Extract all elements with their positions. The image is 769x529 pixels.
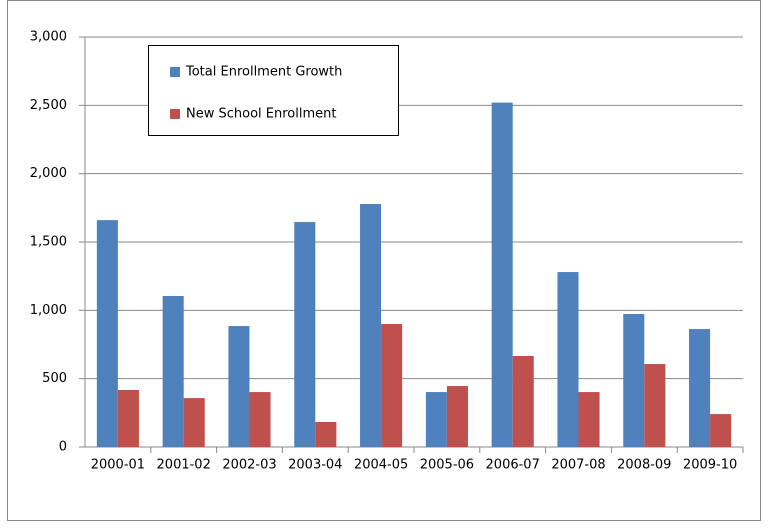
bar: [710, 414, 732, 447]
x-tick-label: 2000-01: [91, 458, 145, 473]
bar: [294, 222, 316, 447]
x-tick-label: 2009-10: [683, 458, 737, 473]
x-tick-label: 2002-03: [222, 458, 276, 473]
bar: [249, 392, 271, 447]
bar: [623, 314, 645, 447]
legend-swatch: [170, 67, 180, 77]
x-tick-label: 2008-09: [617, 458, 671, 473]
y-tick-label: 2,000: [30, 166, 67, 181]
y-tick-label: 2,500: [30, 98, 67, 113]
bar: [425, 392, 447, 447]
legend-label: New School Enrollment: [186, 107, 336, 122]
x-tick-label: 2003-04: [288, 458, 342, 473]
bar: [183, 398, 205, 447]
bar: [117, 390, 139, 447]
y-tick-label: 500: [42, 371, 67, 386]
y-tick-label: 1,500: [30, 235, 67, 250]
bar: [446, 386, 468, 447]
y-tick-label: 3,000: [30, 30, 67, 45]
legend-label: Total Enrollment Growth: [185, 65, 342, 80]
bar: [381, 324, 403, 447]
x-tick-label: 2005-06: [420, 458, 474, 473]
bar: [360, 204, 382, 447]
bar: [512, 355, 534, 447]
bar: [162, 295, 184, 447]
legend-swatch: [170, 109, 180, 119]
bar: [557, 272, 579, 447]
x-tick-label: 2007-08: [551, 458, 605, 473]
x-tick-label: 2001-02: [157, 458, 211, 473]
bar: [96, 220, 118, 447]
x-tick-label: 2004-05: [354, 458, 408, 473]
y-tick-label: 1,000: [30, 303, 67, 318]
bar: [228, 326, 250, 447]
bar: [644, 364, 666, 447]
y-tick-label: 0: [59, 440, 67, 455]
bar: [315, 421, 337, 447]
bar: [578, 392, 600, 447]
bar: [491, 102, 513, 447]
legend-box: [148, 45, 399, 136]
bar: [689, 329, 711, 447]
x-tick-label: 2006-07: [486, 458, 540, 473]
